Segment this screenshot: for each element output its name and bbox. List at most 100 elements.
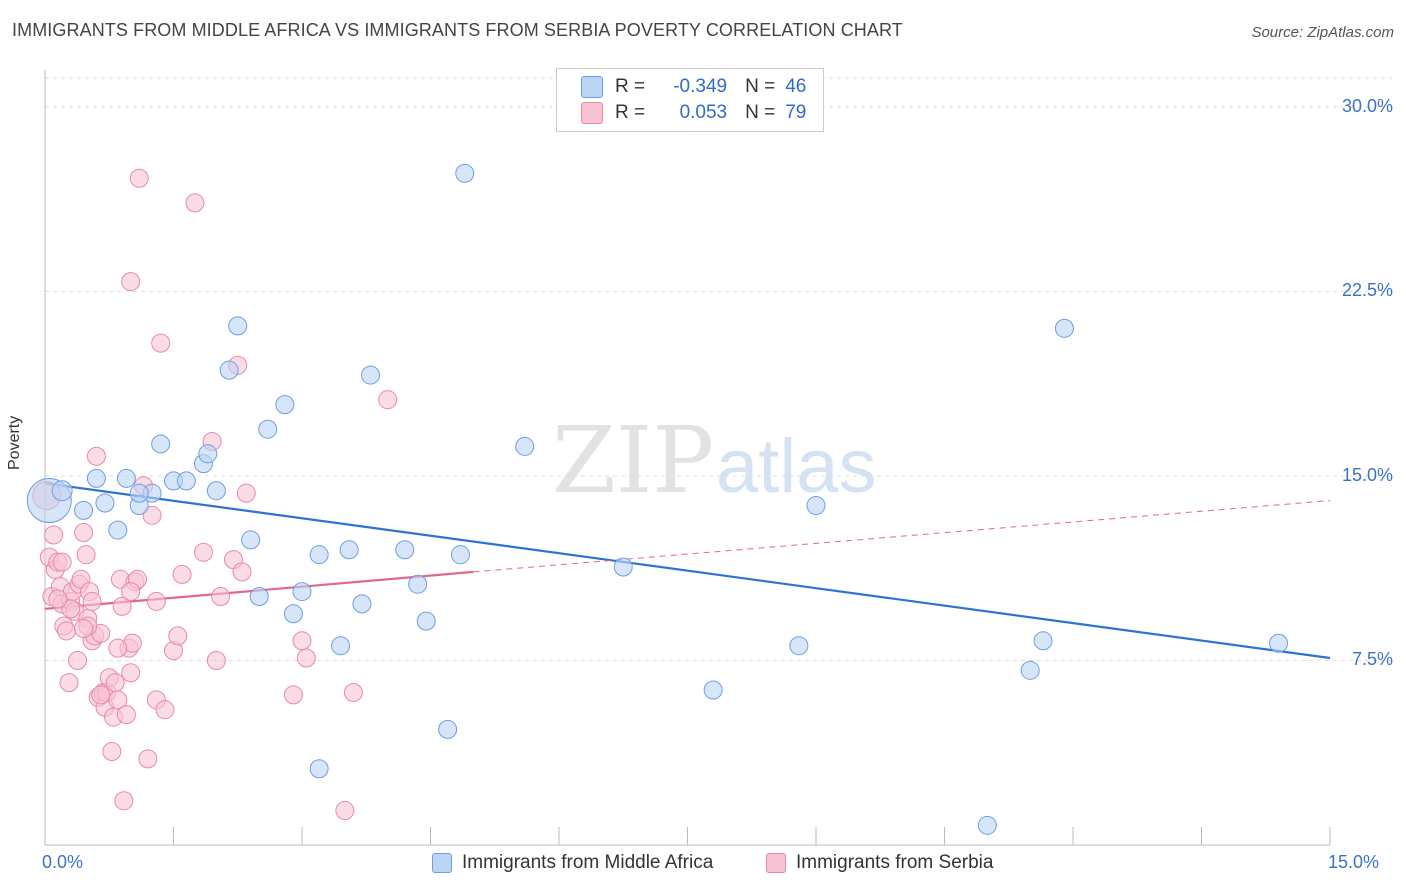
point-middle-africa bbox=[450, 545, 470, 565]
point-serbia bbox=[151, 333, 171, 353]
point-serbia bbox=[296, 648, 316, 668]
legend-n-label: N = bbox=[745, 102, 776, 123]
point-serbia bbox=[108, 690, 128, 710]
point-serbia bbox=[335, 801, 355, 821]
legend-row-middle-africa: R = -0.349 N = 46 bbox=[581, 74, 806, 100]
point-serbia bbox=[59, 673, 79, 693]
bottom-legend-middle-africa: Immigrants from Middle Africa bbox=[432, 852, 713, 874]
legend-n-value: 79 bbox=[785, 102, 807, 123]
point-middle-africa bbox=[151, 434, 171, 454]
point-middle-africa bbox=[613, 557, 633, 577]
point-middle-africa bbox=[86, 468, 106, 488]
point-serbia bbox=[76, 545, 96, 565]
axes bbox=[44, 70, 1331, 846]
bottom-legend-swatch-blue bbox=[432, 853, 452, 873]
point-middle-africa bbox=[258, 419, 278, 439]
point-serbia bbox=[48, 589, 68, 609]
trend-line-middle-africa bbox=[44, 482, 1331, 660]
legend-r-value: 0.053 bbox=[679, 102, 728, 123]
point-serbia bbox=[52, 552, 72, 572]
point-serbia bbox=[61, 599, 81, 619]
point-middle-africa bbox=[309, 545, 329, 565]
x-tick-max: 15.0% bbox=[1328, 852, 1380, 872]
point-middle-africa bbox=[275, 395, 295, 415]
point-middle-africa bbox=[95, 493, 115, 513]
point-middle-africa bbox=[515, 436, 535, 456]
point-middle-africa bbox=[1269, 633, 1289, 653]
point-serbia bbox=[146, 591, 166, 611]
point-middle-africa bbox=[977, 815, 997, 835]
bottom-legend-serbia: Immigrants from Serbia bbox=[766, 852, 993, 874]
point-middle-africa bbox=[176, 471, 196, 491]
point-serbia bbox=[378, 390, 398, 410]
point-serbia bbox=[121, 582, 141, 602]
point-middle-africa bbox=[249, 587, 269, 607]
point-serbia bbox=[105, 673, 125, 693]
point-middle-africa bbox=[361, 365, 381, 385]
point-middle-africa bbox=[51, 480, 73, 502]
point-serbia bbox=[102, 742, 122, 762]
point-serbia bbox=[142, 505, 162, 525]
y-tick-label: 30.0% bbox=[1341, 95, 1393, 116]
point-serbia bbox=[74, 618, 94, 638]
point-serbia bbox=[108, 638, 128, 658]
chart-title: IMMIGRANTS FROM MIDDLE AFRICA VS IMMIGRA… bbox=[12, 20, 903, 40]
point-serbia bbox=[68, 650, 88, 670]
legend-n-label: N = bbox=[745, 76, 776, 97]
point-serbia bbox=[116, 705, 136, 725]
point-serbia bbox=[236, 483, 256, 503]
point-middle-africa bbox=[1033, 631, 1053, 651]
point-middle-africa bbox=[309, 759, 329, 779]
watermark-zip: ZIP bbox=[552, 407, 714, 514]
bottom-legend-label: Immigrants from Middle Africa bbox=[462, 852, 714, 873]
point-serbia bbox=[283, 685, 303, 705]
x-tick-min: 0.0% bbox=[42, 852, 84, 872]
point-serbia bbox=[185, 193, 205, 213]
point-middle-africa bbox=[219, 360, 239, 380]
point-serbia bbox=[121, 663, 141, 683]
point-middle-africa bbox=[241, 530, 261, 550]
point-serbia bbox=[74, 523, 94, 543]
point-serbia bbox=[44, 525, 64, 545]
point-serbia bbox=[232, 562, 252, 582]
point-middle-africa bbox=[292, 582, 312, 602]
data-points bbox=[26, 163, 1289, 835]
point-serbia bbox=[211, 587, 231, 607]
legend-n-value: 46 bbox=[785, 76, 807, 97]
point-middle-africa bbox=[455, 163, 475, 183]
point-serbia bbox=[138, 749, 158, 769]
point-middle-africa bbox=[206, 481, 226, 501]
legend-r-label: R = bbox=[615, 102, 646, 123]
trend-line-serbia-extrapolated bbox=[473, 500, 1331, 573]
y-tick-label: 15.0% bbox=[1341, 464, 1393, 485]
point-serbia bbox=[168, 626, 188, 646]
point-serbia bbox=[172, 564, 192, 584]
point-serbia bbox=[112, 596, 132, 616]
y-tick-label: 7.5% bbox=[1351, 649, 1393, 670]
point-middle-africa bbox=[1020, 660, 1040, 680]
point-middle-africa bbox=[703, 680, 723, 700]
legend-row-serbia: R = 0.053 N = 79 bbox=[581, 100, 806, 126]
point-middle-africa bbox=[198, 444, 218, 464]
point-middle-africa bbox=[129, 483, 149, 503]
point-serbia bbox=[82, 591, 102, 611]
point-serbia bbox=[292, 631, 312, 651]
point-middle-africa bbox=[331, 636, 351, 656]
point-serbia bbox=[91, 685, 111, 705]
point-middle-africa bbox=[438, 719, 458, 739]
bottom-legend-label: Immigrants from Serbia bbox=[796, 852, 994, 873]
point-serbia bbox=[114, 791, 134, 811]
point-middle-africa bbox=[1054, 318, 1074, 338]
stats-legend: R = -0.349 N = 46 R = 0.053 N = 79 bbox=[556, 68, 824, 132]
point-middle-africa bbox=[228, 316, 248, 336]
point-serbia bbox=[193, 542, 213, 562]
point-middle-africa bbox=[283, 604, 303, 624]
point-serbia bbox=[86, 446, 106, 466]
legend-r-label: R = bbox=[615, 76, 646, 97]
bottom-legend-swatch-pink bbox=[766, 853, 786, 873]
point-middle-africa bbox=[395, 540, 415, 560]
point-middle-africa bbox=[74, 500, 94, 520]
chart-source: Source: ZipAtlas.com bbox=[1251, 24, 1394, 41]
point-middle-africa bbox=[108, 520, 128, 540]
point-serbia bbox=[206, 650, 226, 670]
